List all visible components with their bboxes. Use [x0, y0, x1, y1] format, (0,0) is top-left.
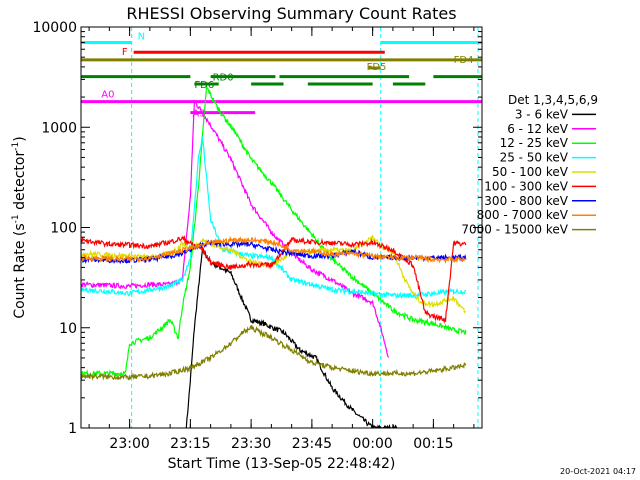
flag-label-fd4: FD4: [454, 55, 474, 66]
flag-label-n: N: [138, 32, 145, 43]
series-line-7: [81, 235, 466, 264]
series-line-0: [185, 245, 398, 428]
flag-label-rd0: RD0: [213, 73, 234, 84]
legend-label: 3 - 6 keV: [515, 107, 569, 121]
y-tick-label: 1000: [41, 120, 77, 136]
series-line-3: [81, 136, 467, 300]
x-tick-label: 00:00: [352, 436, 392, 452]
flag-label-fd5: FD5: [367, 62, 387, 73]
y-axis-label-part: -1: [11, 214, 21, 223]
legend-title: Det 1,3,4,5,6,9: [508, 93, 598, 107]
chart-title: RHESSI Observing Summary Count Rates: [126, 4, 456, 23]
y-axis-label-part: -1: [11, 142, 21, 151]
legend-label: 300 - 800 keV: [484, 194, 568, 208]
legend-label: 50 - 100 keV: [492, 165, 569, 179]
y-tick-label: 10: [59, 321, 77, 337]
legend-label: 25 - 50 keV: [500, 151, 569, 165]
x-tick-label: 23:15: [170, 436, 210, 452]
x-tick-label: 23:30: [231, 436, 271, 452]
y-tick-label: 10000: [32, 20, 77, 36]
legend-label: 100 - 300 keV: [484, 179, 568, 193]
plot-frame: [80, 26, 483, 429]
x-tick-label: 23:45: [292, 436, 332, 452]
flag-label-f: F: [122, 47, 128, 58]
x-axis-label: Start Time (13-Sep-05 22:48:42): [168, 456, 396, 472]
y-axis-label-part: Count Rate (s: [12, 223, 28, 318]
legend-label: 6 - 12 keV: [507, 122, 569, 136]
flag-label-a0: A0: [101, 90, 114, 101]
x-tick-label: 00:15: [413, 436, 453, 452]
legend-label: 12 - 25 keV: [500, 136, 569, 150]
flag-label-fd6: FD6: [194, 80, 214, 91]
y-tick-label: 100: [50, 221, 77, 237]
series-line-2: [81, 86, 467, 379]
plot-layer: [81, 27, 482, 428]
y-axis-label: Count Rate (s-1 detector-1): [11, 136, 28, 318]
legend-label: 800 - 7000 keV: [477, 208, 569, 222]
y-tick-label: 1: [68, 421, 77, 437]
x-tick-label: 23:00: [109, 436, 149, 452]
timestamp: 20-Oct-2021 04:17: [560, 467, 636, 476]
y-axis-label-part: detector: [12, 151, 28, 215]
flag-label-a3: A3: [192, 109, 205, 120]
series-line-4: [81, 235, 467, 314]
legend-label: 7000 - 15000 keV: [461, 223, 568, 237]
series-line-1: [81, 99, 390, 358]
y-axis-label-part: ): [12, 136, 28, 141]
series-line-8: [81, 324, 467, 381]
